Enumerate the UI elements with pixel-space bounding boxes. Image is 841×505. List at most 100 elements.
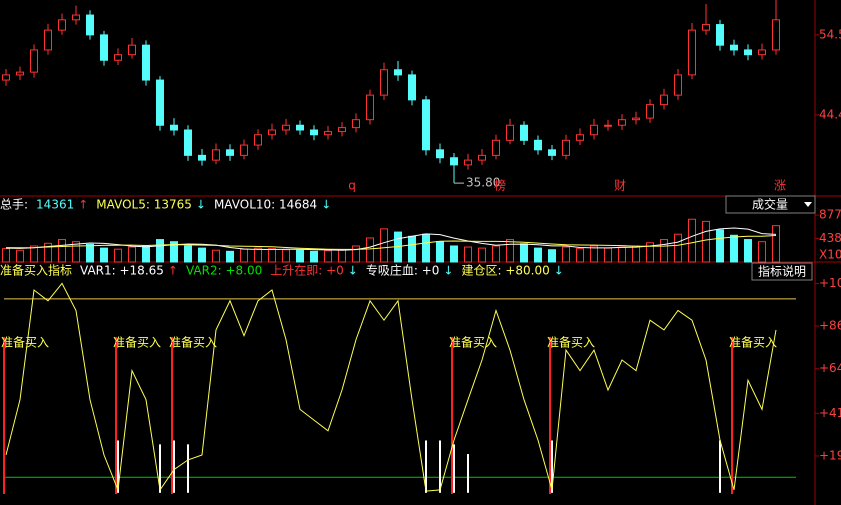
candle-body	[128, 44, 136, 56]
buy-signal-label: 准备买入	[1, 336, 49, 350]
volume-bar	[422, 233, 430, 263]
volume-bar	[758, 241, 766, 263]
candle-body	[254, 134, 262, 146]
volume-bar	[310, 250, 318, 263]
candle-body	[688, 29, 696, 76]
volume-bar	[16, 249, 24, 263]
volume-bar	[590, 245, 598, 263]
y-tick-label: +41	[819, 406, 841, 420]
candle-body	[240, 144, 248, 156]
volume-bar	[226, 250, 234, 263]
header-item: VAR1: +18.65	[80, 264, 164, 278]
volume-bar	[198, 247, 206, 263]
volume-bar	[744, 239, 752, 263]
candle-body	[716, 24, 724, 46]
volume-bar	[380, 228, 388, 263]
volume-bar	[366, 237, 374, 263]
candle-body	[520, 124, 528, 141]
volume-bar	[534, 247, 542, 263]
candle-body	[226, 149, 234, 156]
header-arrow: ↑	[168, 264, 178, 278]
volume-bar	[156, 239, 164, 263]
volume-bar	[548, 249, 556, 263]
header-arrow: ↓	[348, 264, 358, 278]
candle-body	[212, 149, 220, 161]
volume-bar	[58, 239, 66, 263]
candle-body	[562, 139, 570, 156]
candle-body	[730, 44, 738, 51]
event-marker: 涨	[774, 178, 786, 193]
volume-bar	[324, 250, 332, 263]
volume-bar	[702, 220, 710, 263]
volume-bar	[2, 248, 10, 263]
button-label[interactable]: 指标说明	[758, 264, 806, 279]
indicator-button[interactable]: 指标说明	[751, 262, 813, 281]
candle-body	[44, 29, 52, 51]
candle-body	[758, 49, 766, 56]
menu-arrow[interactable]	[804, 202, 812, 207]
volume-bar	[478, 247, 486, 263]
candle-body	[422, 99, 430, 151]
buy-signal-label: 准备买入	[113, 336, 161, 350]
volume-bar	[338, 249, 346, 263]
button-box[interactable]	[751, 262, 813, 281]
y-tick-label: +86	[819, 319, 841, 333]
candle-body	[30, 49, 38, 73]
candle-body	[506, 124, 514, 141]
candle-body	[576, 134, 584, 141]
header-item: 上升在即: +0	[270, 264, 344, 278]
indicator-line	[5, 282, 777, 492]
volume-bar	[128, 246, 136, 263]
header-item: 专吸庄血: +0	[366, 263, 440, 278]
volume-bar	[646, 242, 654, 263]
candle-body	[2, 74, 10, 81]
candle-body	[142, 44, 150, 81]
volume-bar	[576, 248, 584, 263]
event-marker: 财	[614, 179, 626, 193]
header-item: VAR2: +8.00	[186, 264, 262, 278]
volume-bar	[72, 241, 80, 263]
header-item: 总手:	[0, 198, 28, 212]
volume-bar	[618, 246, 626, 263]
header-arrow: ↓	[443, 264, 453, 278]
candle-body	[198, 154, 206, 161]
volume-bar	[240, 248, 248, 263]
volume-bar	[450, 245, 458, 263]
candle-body	[604, 124, 612, 127]
candle-body	[548, 149, 556, 156]
candle-body	[492, 139, 500, 156]
candle-body	[86, 14, 94, 36]
y-tick-label: 54.5	[819, 27, 841, 41]
candle-body	[394, 69, 402, 76]
header-arrow: ↑	[78, 198, 88, 212]
candle-body	[772, 19, 780, 51]
candle-body	[296, 124, 304, 131]
volume-bar	[492, 245, 500, 263]
candle-body	[72, 14, 80, 21]
header-item: 准备买入指标	[0, 263, 72, 278]
candle-body	[338, 127, 346, 133]
candle-body	[534, 139, 542, 151]
candle-body	[408, 74, 416, 101]
menu-box[interactable]	[725, 195, 816, 214]
volume-bar	[660, 239, 668, 263]
ma-line	[5, 235, 777, 250]
volume-menu[interactable]: 成交量	[725, 195, 816, 214]
header-arrow: ↓	[321, 198, 331, 212]
volume-bar	[142, 245, 150, 263]
menu-label[interactable]: 成交量	[752, 197, 788, 212]
header-item: MAVOL10: 14684	[214, 198, 317, 212]
candle-body	[324, 131, 332, 136]
header-item: MAVOL5: 13765	[96, 198, 192, 212]
candle-body	[380, 69, 388, 96]
volume-bar	[520, 243, 528, 263]
volume-bar	[716, 229, 724, 263]
event-marker: q	[348, 179, 356, 193]
y-tick-label: 44.4	[819, 107, 841, 121]
y-tick-label: +19	[819, 448, 841, 462]
y-tick-label: +108	[819, 276, 841, 290]
buy-signal-label: 准备买入	[729, 336, 777, 350]
candle-body	[618, 119, 626, 126]
